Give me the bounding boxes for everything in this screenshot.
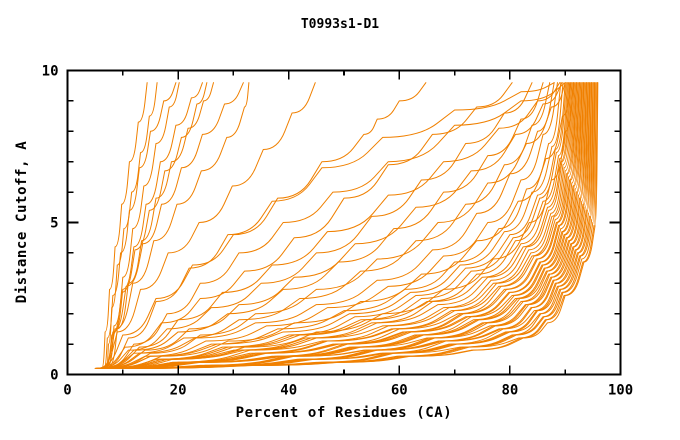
model-curve (96, 82, 564, 369)
model-curve (95, 82, 533, 369)
model-curve (95, 82, 558, 369)
model-curve (109, 82, 583, 369)
model-curve (103, 82, 177, 369)
model-curve (103, 82, 573, 369)
model-curve (97, 82, 555, 369)
model-curve (105, 82, 158, 369)
x-tick-label: 80 (501, 383, 518, 399)
ticks-group (67, 70, 621, 375)
model-curve (111, 82, 586, 369)
y-tick-label: 5 (50, 216, 58, 232)
model-curve (99, 82, 570, 369)
x-tick-label: 100 (608, 383, 633, 399)
model-curve (99, 82, 561, 369)
model-curve (101, 82, 148, 369)
x-tick-label: 40 (280, 383, 297, 399)
model-curve (100, 82, 555, 369)
axis-frame (66, 69, 622, 376)
y-tick-label: 10 (42, 64, 59, 80)
model-curve (97, 82, 567, 369)
model-curve (103, 82, 572, 369)
model-curve (97, 82, 316, 369)
model-curve (100, 82, 250, 369)
model-curve (96, 82, 544, 369)
model-curve (96, 82, 563, 369)
model-curve (95, 82, 427, 369)
model-curve (112, 82, 592, 369)
model-curve (105, 82, 574, 369)
x-axis-title: Percent of Residues (CA) (236, 405, 453, 421)
x-tick-label: 0 (63, 383, 71, 399)
model-curve (106, 82, 579, 369)
model-curve (106, 82, 203, 366)
model-curve (101, 82, 568, 369)
model-curve (102, 82, 576, 369)
model-curve (94, 82, 513, 369)
model-curve (94, 82, 551, 369)
model-curve (102, 82, 244, 369)
model-curve (101, 82, 574, 369)
model-curve (106, 82, 583, 369)
model-curve (100, 82, 566, 369)
page-title: T0993s1-D1 (301, 17, 379, 32)
model-curve (107, 82, 180, 366)
model-curve (100, 82, 566, 369)
axes-group (66, 69, 622, 376)
y-tick-label: 0 (50, 368, 58, 384)
model-curve (103, 82, 578, 369)
x-tick-label: 60 (391, 383, 408, 399)
model-curve (101, 82, 566, 369)
tick-labels-group: 0 20 40 60 80 100 0 5 10 (42, 64, 634, 399)
y-axis-title: Distance Cutoff, A (14, 141, 30, 304)
model-curve (120, 82, 599, 369)
curve-series-group (94, 82, 599, 369)
model-curve (107, 82, 585, 369)
x-tick-label: 20 (170, 383, 187, 399)
